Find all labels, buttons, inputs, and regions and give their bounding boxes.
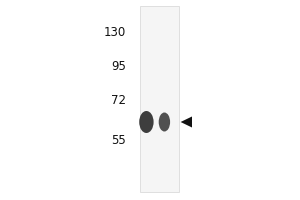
- Polygon shape: [181, 116, 192, 128]
- Text: 130: 130: [104, 26, 126, 40]
- Text: 95: 95: [111, 60, 126, 73]
- Text: 55: 55: [111, 134, 126, 148]
- Bar: [140, 6, 178, 192]
- Text: 72: 72: [111, 95, 126, 108]
- Ellipse shape: [159, 112, 170, 132]
- Ellipse shape: [139, 111, 154, 133]
